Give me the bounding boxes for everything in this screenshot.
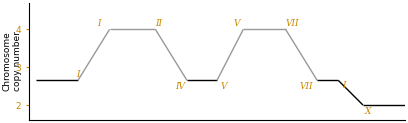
Text: V: V [233, 19, 240, 28]
Text: I: I [97, 19, 101, 28]
Y-axis label: Chromosome
copy number: Chromosome copy number [3, 32, 22, 91]
Text: I: I [342, 81, 346, 90]
Text: IV: IV [175, 82, 185, 91]
Text: VII: VII [299, 82, 313, 91]
Text: I: I [76, 70, 80, 79]
Text: X: X [365, 107, 371, 116]
Text: II: II [155, 19, 162, 28]
Text: V: V [220, 82, 227, 91]
Text: VII: VII [286, 19, 299, 28]
